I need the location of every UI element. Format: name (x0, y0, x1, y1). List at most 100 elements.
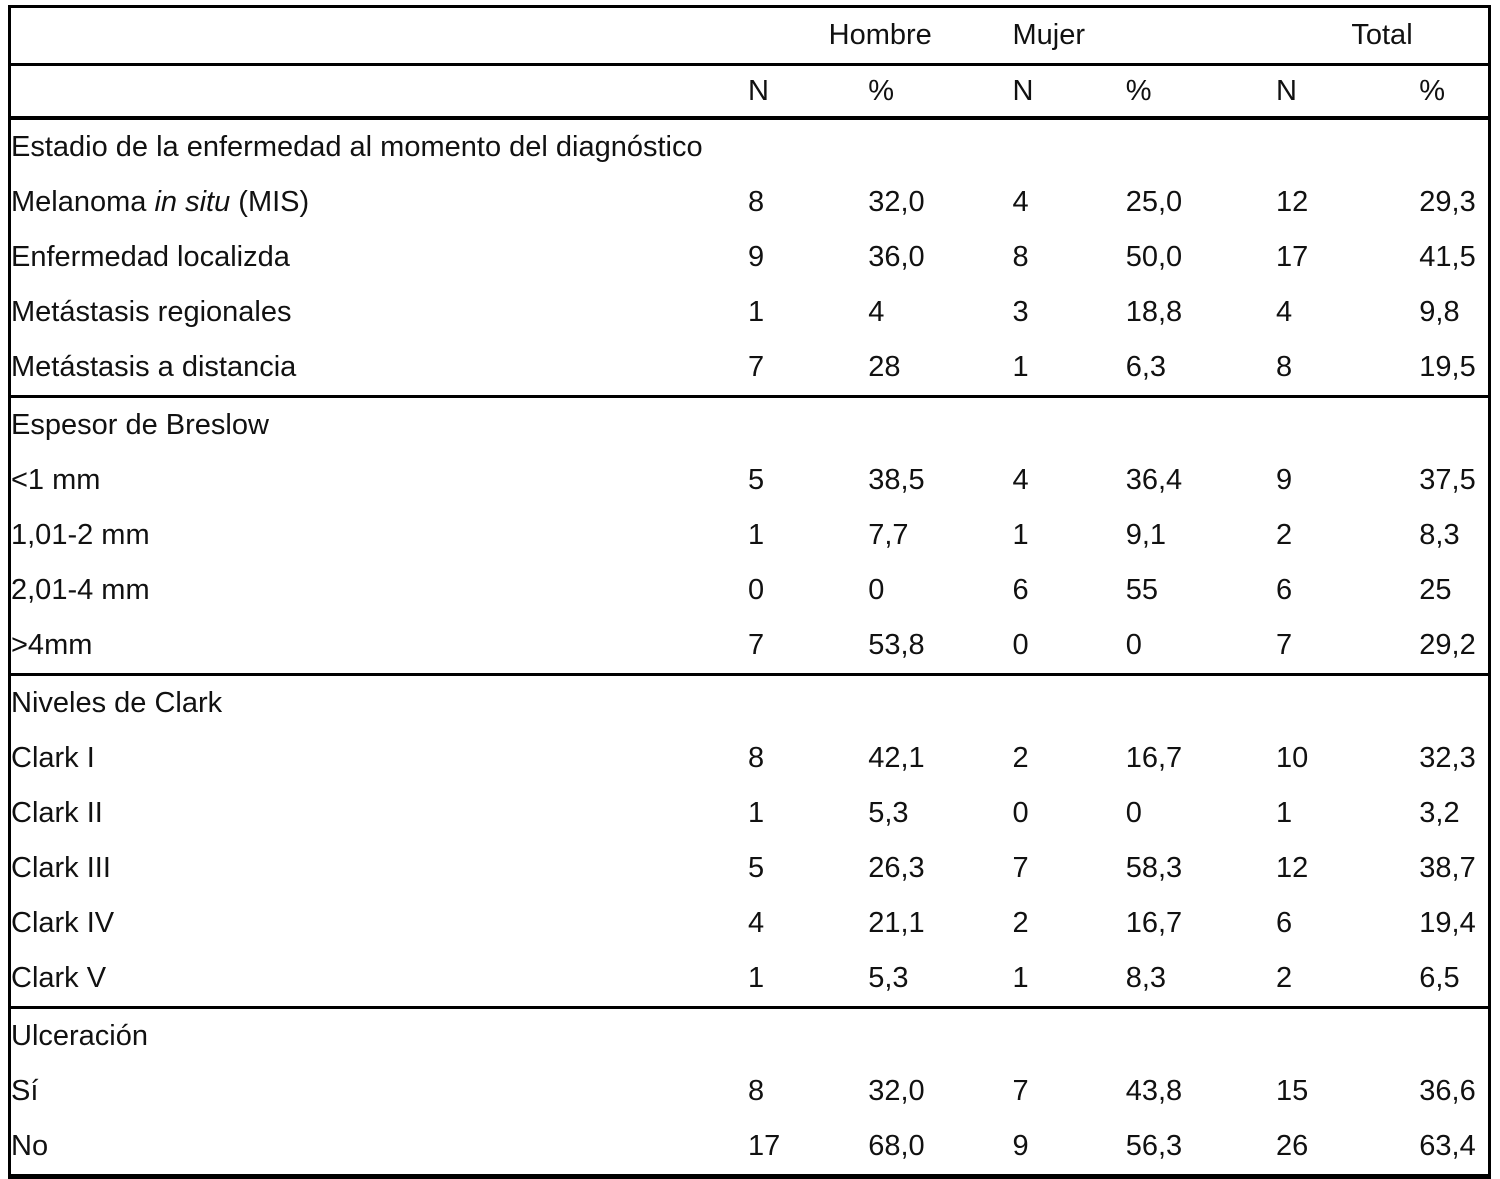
table-row: Clark II 1 5,3 0 0 1 3,2 (10, 786, 1490, 841)
table-row: 2,01-4 mm 0 0 6 55 6 25 (10, 563, 1490, 618)
section-title-row: Ulceración (9, 1007, 1490, 1065)
value-cell: 10 (1276, 742, 1309, 774)
row-label: >4mm (11, 629, 93, 661)
value-cell: 5,3 (868, 797, 909, 829)
value-cell: 50,0 (1125, 241, 1183, 273)
value-cell: 29,2 (1419, 629, 1476, 661)
value-cell: 55 (1125, 574, 1158, 606)
value-cell: 1 (1276, 797, 1293, 829)
value-cell: 2 (1012, 907, 1029, 939)
value-cell: 9 (1276, 464, 1293, 496)
table-row: Enfermedad localizda 9 36,0 8 50,0 17 41,5 (10, 230, 1490, 285)
value-cell: 4 (868, 296, 885, 328)
value-cell: 6 (1276, 907, 1293, 939)
value-cell: 42,1 (868, 742, 925, 774)
value-cell: 6,3 (1125, 351, 1167, 383)
value-cell: 5,3 (868, 962, 909, 994)
row-label: Enfermedad localizda (11, 241, 290, 273)
subheader-hombre-n: N (747, 74, 769, 107)
table-row: Clark III 5 26,3 7 58,3 12 38,7 (10, 841, 1490, 896)
row-label: Metástasis a distancia (11, 351, 297, 383)
section-title-row: Niveles de Clark (9, 674, 1490, 732)
value-cell: 1 (747, 797, 765, 829)
subheader-blank (10, 65, 748, 119)
value-cell: 0 (747, 574, 765, 606)
section-title: Estadio de la enfermedad al momento del … (11, 131, 703, 163)
value-cell: 4 (747, 907, 765, 939)
value-cell: 7 (1012, 852, 1029, 884)
value-cell: 53,8 (868, 629, 925, 661)
table-row: Metástasis a distancia 7 28 1 6,3 8 19,5 (10, 340, 1490, 397)
value-cell: 6,5 (1419, 962, 1460, 994)
value-cell: 0 (1125, 797, 1142, 829)
table-row: >4mm 7 53,8 0 0 7 29,2 (10, 618, 1490, 675)
value-cell: 12 (1276, 852, 1309, 884)
value-cell: 7 (1276, 629, 1293, 661)
row-label-italic-text: in situ (154, 186, 231, 218)
value-cell: 7 (1012, 1075, 1029, 1107)
value-cell: 19,4 (1419, 907, 1476, 939)
melanoma-statistics-table: Hombre Mujer Total N % N % N % Estadio d… (8, 5, 1491, 1179)
value-cell: 32,0 (868, 1075, 925, 1107)
value-cell: 1 (747, 962, 765, 994)
group-header-blank (10, 7, 748, 65)
value-cell: 6 (1012, 574, 1029, 606)
subheader-mujer-pct: % (1125, 74, 1152, 107)
value-cell: 6 (1276, 574, 1293, 606)
row-label: 1,01-2 mm (11, 519, 150, 551)
value-cell: 15 (1276, 1075, 1309, 1107)
value-cell: 2 (1012, 742, 1029, 774)
value-cell: 1 (747, 519, 765, 551)
value-cell: 18,8 (1125, 296, 1183, 328)
subheader-total-pct: % (1419, 74, 1446, 107)
subheader-total-n: N (1276, 74, 1297, 107)
value-cell: 26 (1276, 1130, 1309, 1162)
value-cell: 1 (1012, 519, 1029, 551)
value-cell: 2 (1276, 519, 1293, 551)
value-cell: 25,0 (1125, 186, 1183, 218)
value-cell: 4 (1012, 464, 1029, 496)
table-row: <1 mm 5 38,5 4 36,4 9 37,5 (10, 453, 1490, 508)
value-cell: 0 (1012, 629, 1029, 661)
value-cell: 38,5 (868, 464, 925, 496)
value-cell: 58,3 (1125, 852, 1183, 884)
value-cell: 4 (1276, 296, 1293, 328)
value-cell: 36,4 (1125, 464, 1183, 496)
value-cell: 8 (1276, 351, 1293, 383)
value-cell: 8 (747, 742, 765, 774)
value-cell: 3,2 (1419, 797, 1460, 829)
value-cell: 9 (747, 241, 765, 273)
table-row: No 17 68,0 9 56,3 26 63,4 (10, 1119, 1490, 1177)
row-label: Clark V (11, 962, 107, 994)
value-cell: 4 (1012, 186, 1029, 218)
value-cell: 32,3 (1419, 742, 1476, 774)
value-cell: 1 (1012, 962, 1029, 994)
subheader-row: N % N % N % (9, 65, 1490, 119)
statistics-table-container: Hombre Mujer Total N % N % N % Estadio d… (8, 5, 1491, 1179)
value-cell: 2 (1276, 962, 1293, 994)
value-cell: 8 (747, 1075, 765, 1107)
value-cell: 36,6 (1419, 1075, 1476, 1107)
table-body: Estadio de la enfermedad al momento del … (9, 118, 1490, 1177)
table-header: Hombre Mujer Total N % N % N % (9, 7, 1490, 119)
value-cell: 1 (747, 296, 765, 328)
value-cell: 9 (1012, 1130, 1029, 1162)
value-cell: 7,7 (868, 519, 909, 551)
value-cell: 1 (1012, 351, 1029, 383)
value-cell: 32,0 (868, 186, 925, 218)
value-cell: 8 (747, 186, 765, 218)
table-row: Clark V 1 5,3 1 8,3 2 6,5 (10, 951, 1490, 1008)
value-cell: 8 (1012, 241, 1029, 273)
row-label: <1 mm (11, 464, 101, 496)
group-header-hombre: Hombre (828, 19, 932, 51)
value-cell: 7 (747, 629, 765, 661)
value-cell: 21,1 (868, 907, 925, 939)
table-row: Clark IV 4 21,1 2 16,7 6 19,4 (10, 896, 1490, 951)
value-cell: 56,3 (1125, 1130, 1183, 1162)
value-cell: 8,3 (1125, 962, 1167, 994)
value-cell: 43,8 (1125, 1075, 1183, 1107)
value-cell: 63,4 (1419, 1130, 1476, 1162)
row-label: Sí (11, 1075, 39, 1107)
value-cell: 16,7 (1125, 907, 1183, 939)
value-cell: 28 (868, 351, 901, 383)
